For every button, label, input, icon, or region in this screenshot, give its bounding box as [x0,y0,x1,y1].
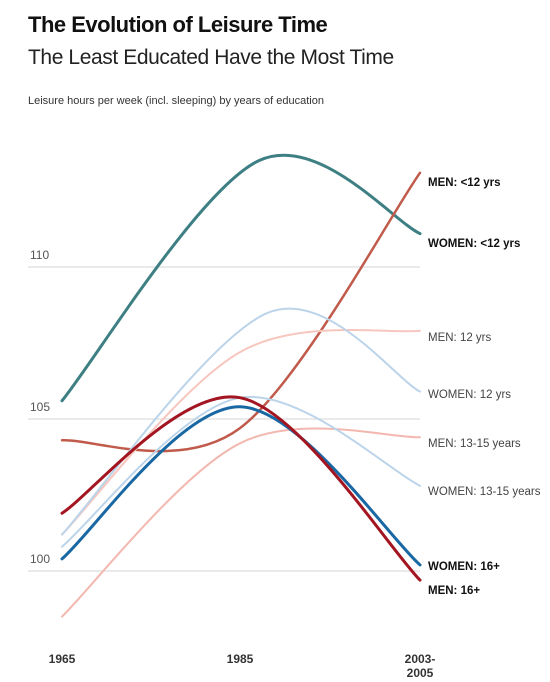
y-tick-label: 110 [30,248,49,262]
series-line-women-12-yrs [60,153,422,403]
series-label-men-12-yrs: MEN: <12 yrs [428,177,501,189]
series-label-women-16: WOMEN: 16+ [428,561,500,573]
x-tick-label: 1965 [49,652,76,666]
y-tick-label: 100 [30,552,50,566]
x-tick-label: 1985 [227,652,254,666]
chart-title: The Evolution of Leisure Time [28,12,328,37]
x-tick-label: 2005 [407,666,434,680]
series-line-men-16 [60,395,422,582]
series-label-women-12-yrs: WOMEN: <12 yrs [428,238,520,250]
series-line-women-12-yrs [61,307,421,536]
series-label-men-12-yrs: MEN: 12 yrs [428,332,492,344]
series-line-women-16 [60,405,422,567]
series-label-women-12-yrs: WOMEN: 12 yrs [428,389,511,401]
series-line-men-13-15-years [61,427,421,618]
series-label-men-16: MEN: 16+ [428,585,480,597]
series-line-men-12-yrs [60,171,422,453]
series-line-men-12-yrs [61,329,421,536]
y-axis-label: Leisure hours per week (incl. sleeping) … [28,95,324,107]
x-tick-label: 2003- [405,652,436,666]
series-label-men-13-15-years: MEN: 13-15 years [428,438,521,450]
y-tick-label: 105 [30,400,50,414]
series-label-women-13-15-years: WOMEN: 13-15 years [428,486,541,498]
chart-subtitle: The Least Educated Have the Most Time [28,46,394,69]
